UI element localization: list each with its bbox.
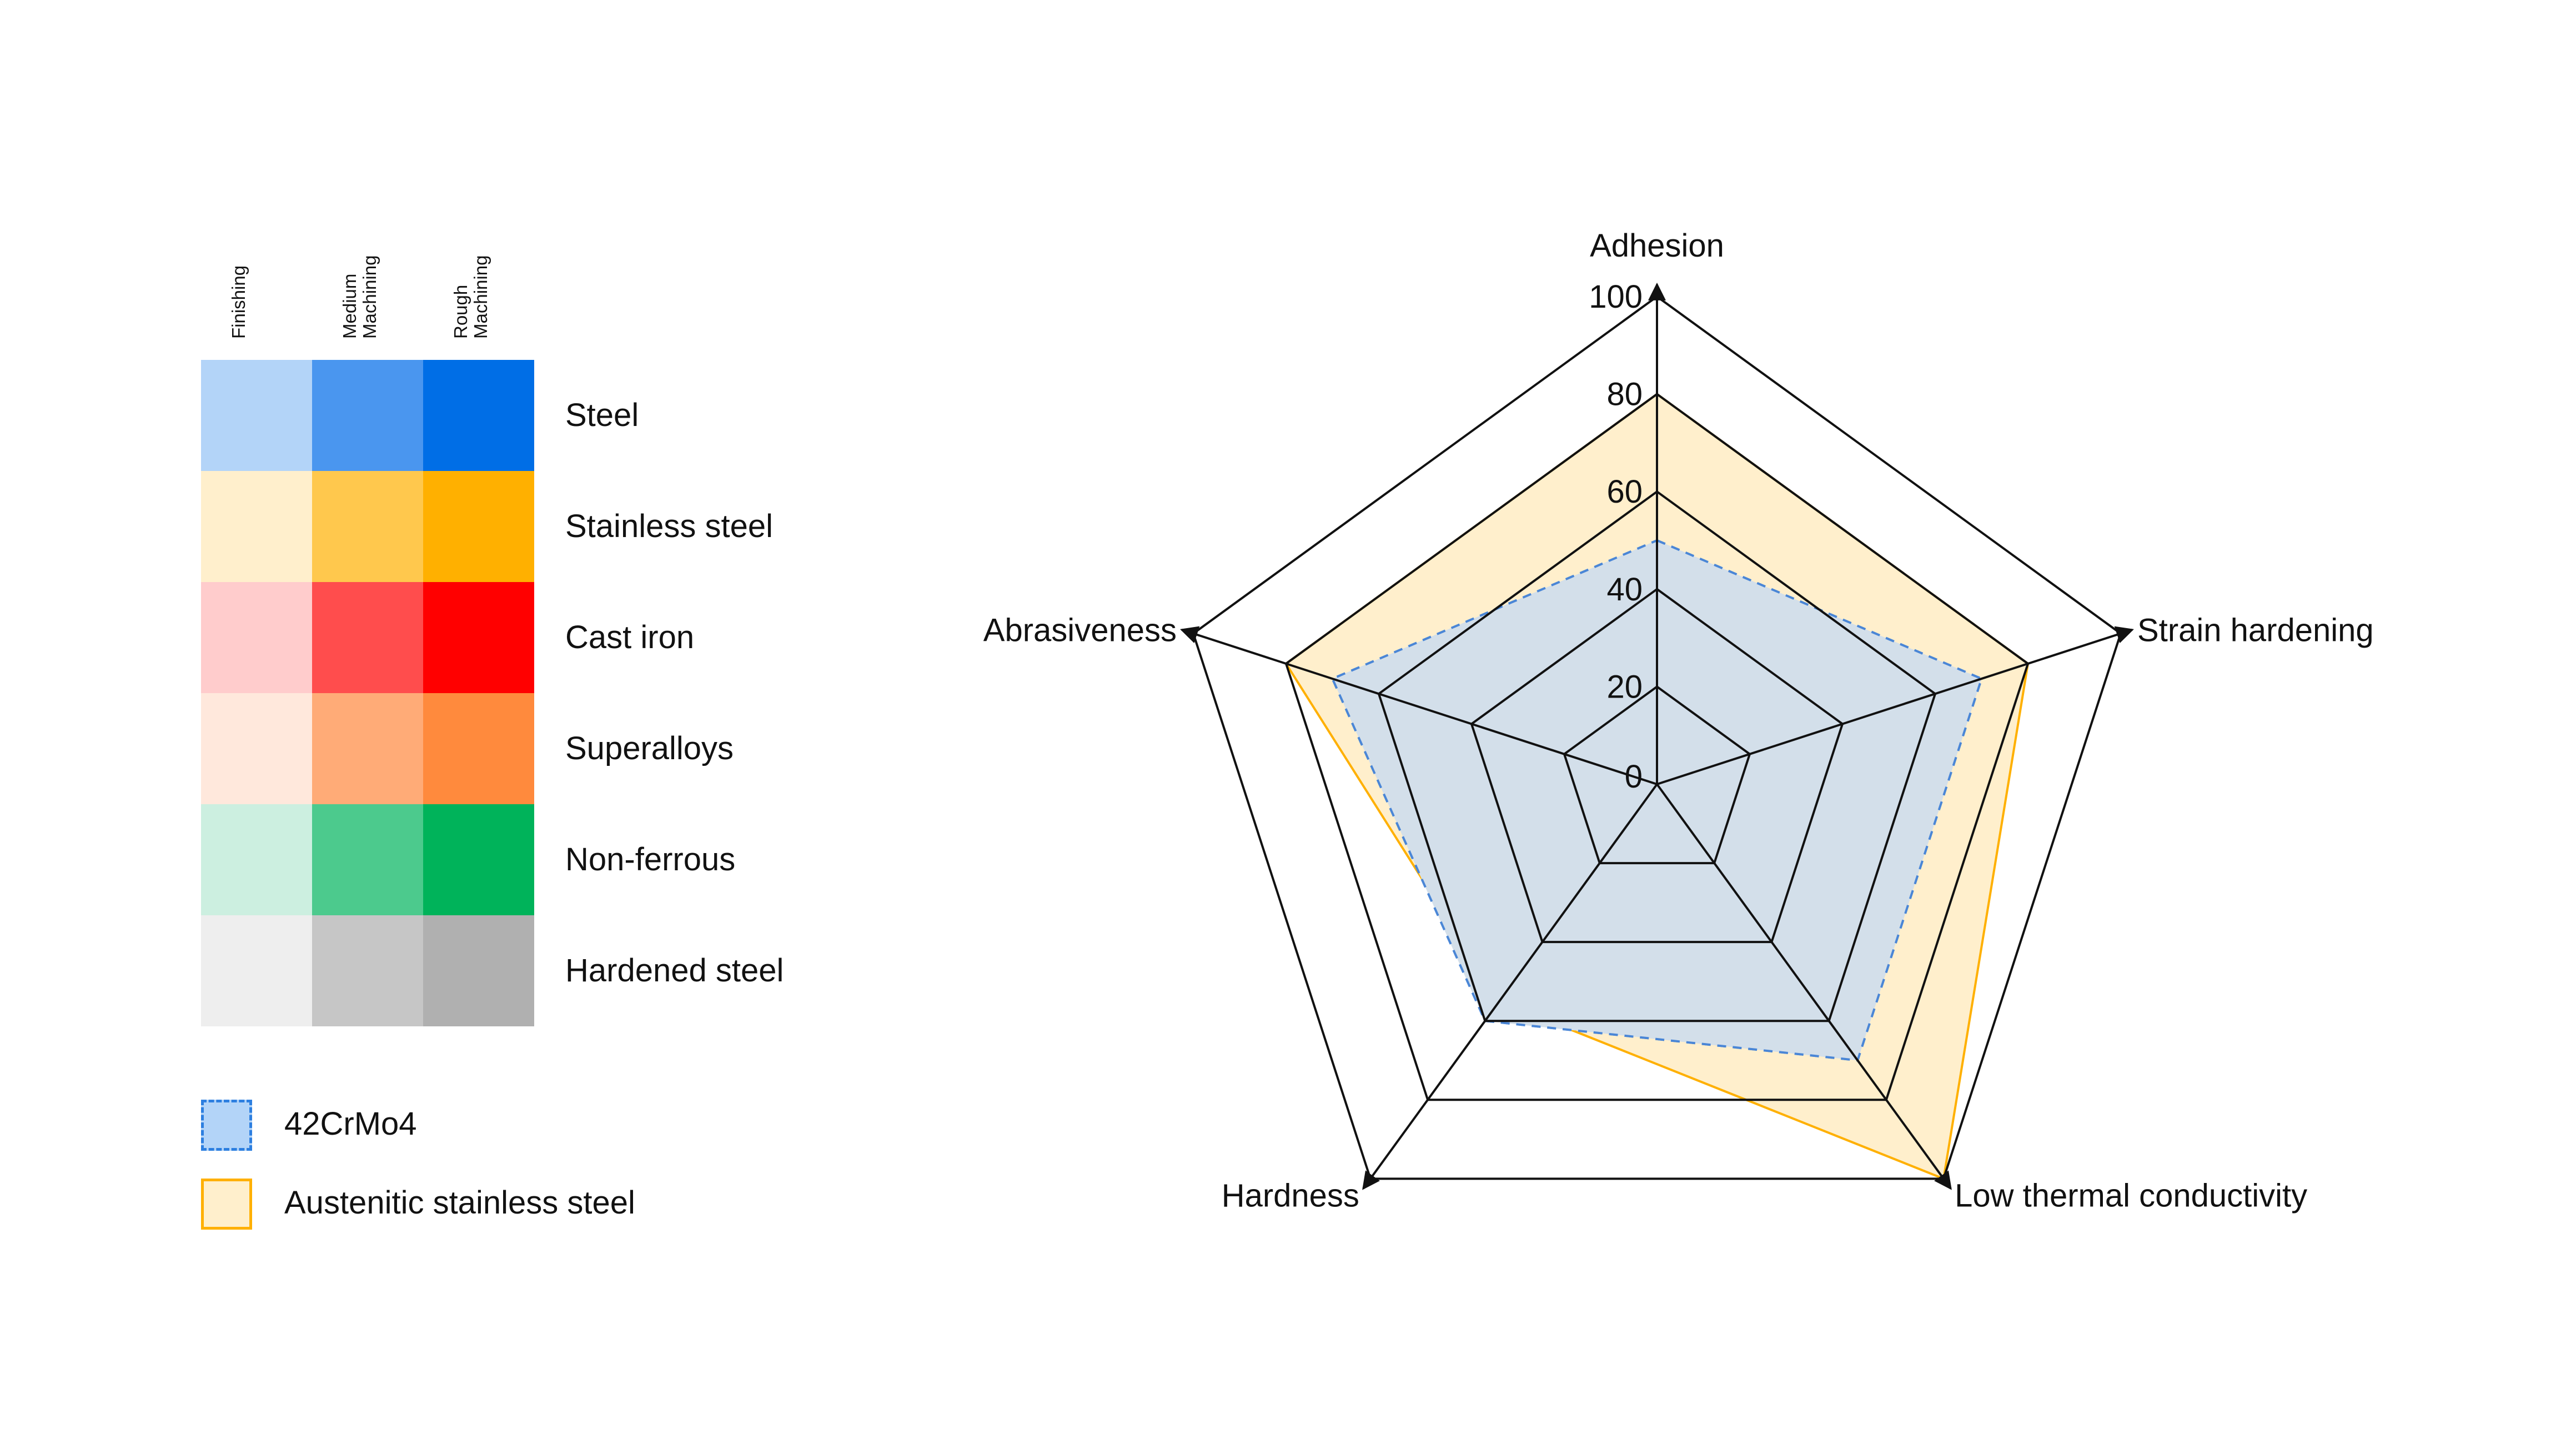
series-polygon bbox=[1330, 539, 1983, 1062]
matrix-cell bbox=[423, 582, 534, 693]
matrix-row-label: Non-ferrous bbox=[565, 841, 736, 878]
matrix-cell bbox=[201, 360, 312, 471]
matrix-cell bbox=[423, 360, 534, 471]
matrix-cell bbox=[423, 471, 534, 582]
matrix-cell bbox=[423, 693, 534, 804]
matrix-cell bbox=[312, 471, 423, 582]
material-matrix: Finishing Medium Machining Rough Machining… bbox=[0, 0, 833, 1449]
axis-label: Adhesion bbox=[1590, 228, 1724, 264]
tick-label: 60 bbox=[1606, 474, 1643, 510]
matrix-cell bbox=[423, 804, 534, 915]
tick-label: 0 bbox=[1625, 759, 1643, 795]
matrix-cell bbox=[201, 471, 312, 582]
legend-label: 42CrMo4 bbox=[284, 1106, 417, 1142]
matrix-cell bbox=[201, 804, 312, 915]
tick-label: 80 bbox=[1606, 377, 1643, 413]
matrix-cell bbox=[423, 915, 534, 1026]
matrix-cell bbox=[312, 915, 423, 1026]
grid-ring bbox=[1284, 393, 2030, 1101]
tick-label: 20 bbox=[1606, 669, 1643, 705]
tick-label: 40 bbox=[1606, 571, 1643, 608]
tick-label: 100 bbox=[1589, 279, 1643, 315]
matrix-row-label: Stainless steel bbox=[565, 508, 773, 544]
matrix-row-label: Hardened steel bbox=[565, 952, 784, 989]
axis-spoke bbox=[1362, 783, 1658, 1190]
axis-spoke bbox=[1656, 626, 2134, 785]
matrix-cell bbox=[312, 360, 423, 471]
axis-label: Low thermal conductivity bbox=[1955, 1177, 2307, 1214]
grid-ring bbox=[1377, 490, 1937, 1022]
matrix-cell bbox=[312, 693, 423, 804]
matrix-cell bbox=[312, 582, 423, 693]
matrix-cell bbox=[312, 804, 423, 915]
grid-ring bbox=[1563, 685, 1751, 865]
axis-spoke bbox=[1180, 626, 1658, 785]
matrix-row-label: Steel bbox=[565, 397, 639, 433]
axis-label: Strain hardening bbox=[2137, 613, 2374, 649]
matrix-cell bbox=[201, 693, 312, 804]
grid-ring bbox=[1470, 588, 1844, 944]
matrix-row-label: Cast iron bbox=[565, 619, 695, 655]
axis-label: Abrasiveness bbox=[983, 613, 1177, 649]
axis-spoke bbox=[1656, 783, 1952, 1190]
matrix-cell bbox=[201, 915, 312, 1026]
legend-swatch bbox=[201, 1100, 252, 1151]
matrix-row-label: Superalloys bbox=[565, 730, 734, 766]
legend-swatch bbox=[201, 1179, 252, 1230]
matrix-cell bbox=[201, 582, 312, 693]
legend-label: Austenitic stainless steel bbox=[284, 1185, 635, 1221]
axis-label: Hardness bbox=[1222, 1177, 1359, 1214]
grid-ring bbox=[1192, 295, 2122, 1180]
